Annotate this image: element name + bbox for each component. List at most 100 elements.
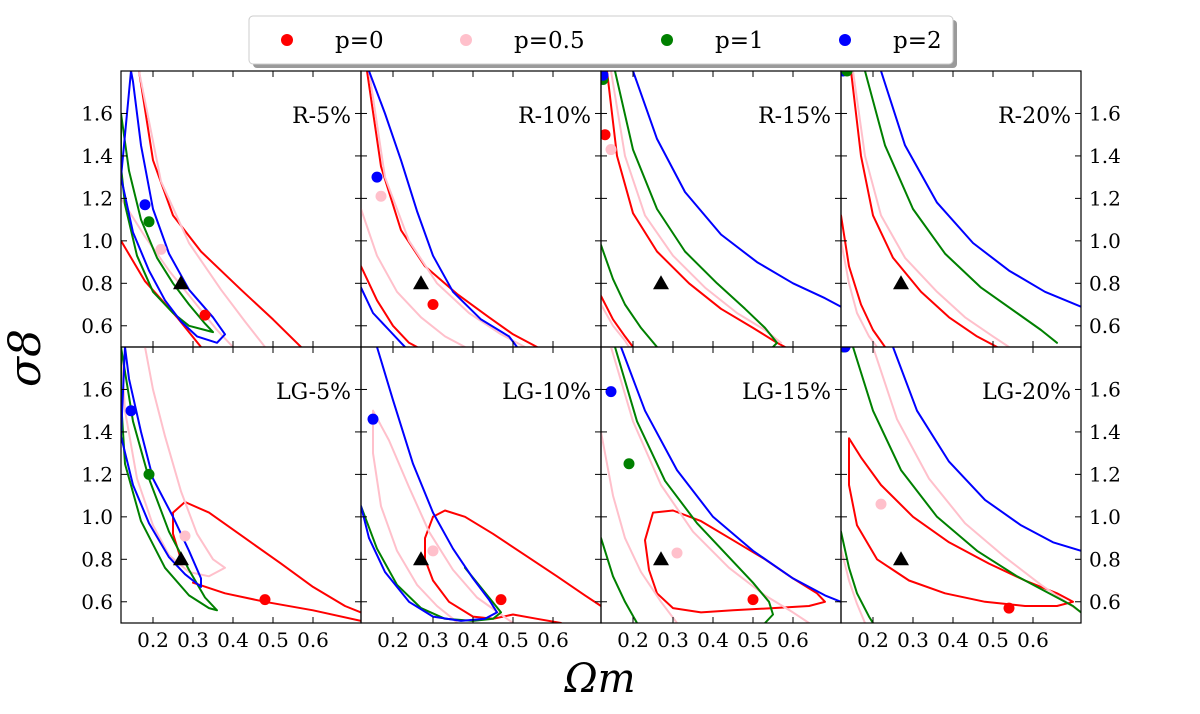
y-tick-label-right: 1.6 <box>1089 377 1121 401</box>
bestfit-point-p1 <box>841 71 853 77</box>
y-tick-label: 1.0 <box>81 229 113 253</box>
y-tick-label: 1.4 <box>81 420 113 444</box>
panel-r-15pct: R-15% <box>600 70 842 348</box>
contour-p05 <box>372 409 458 623</box>
fiducial-marker <box>173 551 189 566</box>
panel-plot-area <box>601 71 841 347</box>
x-tick-label: 0.5 <box>977 628 1009 652</box>
y-tick-label-right: 0.8 <box>1089 547 1121 571</box>
contour-p05 <box>610 347 810 623</box>
contour-p1 <box>864 71 1058 344</box>
contour-p1 <box>121 347 218 612</box>
y-tick-label: 0.8 <box>81 547 113 571</box>
contour-p1 <box>614 71 778 347</box>
y-tick-label-right: 1.2 <box>1089 186 1121 210</box>
bestfit-point-p2 <box>605 386 617 398</box>
y-tick-label: 0.6 <box>81 314 113 338</box>
x-tick-label: 0.4 <box>457 628 489 652</box>
legend-marker-p2 <box>839 34 851 46</box>
contour-p0 <box>424 515 562 623</box>
x-tick-label: 0.6 <box>297 628 329 652</box>
contour-p1 <box>841 530 874 623</box>
contour-p1 <box>601 244 658 347</box>
bestfit-point-p05 <box>605 144 617 156</box>
panel-label: R-10% <box>518 104 591 129</box>
bestfit-point-p0 <box>495 594 507 606</box>
fiducial-marker <box>653 551 669 566</box>
bestfit-point-p0 <box>427 299 439 311</box>
legend-entry-p05: p=0.5 <box>460 28 585 54</box>
contour-p05 <box>361 208 466 347</box>
x-tick-label: 0.3 <box>897 628 929 652</box>
fiducial-marker <box>413 551 429 566</box>
contour-p05 <box>138 71 266 347</box>
x-tick-label: 0.3 <box>417 628 449 652</box>
x-tick-label: 0.2 <box>137 628 169 652</box>
contour-p0 <box>850 71 998 347</box>
x-tick-label: 0.6 <box>777 628 809 652</box>
contour-p2 <box>892 347 1081 552</box>
y-tick-label: 0.8 <box>81 271 113 295</box>
bestfit-point-p05 <box>427 545 439 557</box>
contour-p1 <box>121 112 214 334</box>
panel-lg-5pct: LG-5% 0.2 0.3 0.4 0.5 0.6 0.6 0.8 1.0 1.2 1.4 1.6 <box>81 346 362 652</box>
contour-p05 <box>841 547 866 623</box>
legend-entry-p0: p=0 <box>281 28 384 54</box>
x-tick-label: 0.2 <box>617 628 649 652</box>
y-tick-label-right: 0.8 <box>1089 271 1121 295</box>
legend: p=0 p=0.5 p=1 p=2 <box>248 15 957 68</box>
y-tick-label: 1.2 <box>81 462 113 486</box>
contour-p0 <box>644 509 826 614</box>
legend-frame <box>248 15 954 65</box>
fiducial-marker <box>173 275 189 290</box>
contour-p2 <box>121 71 226 344</box>
x-tick-label: 0.4 <box>217 628 249 652</box>
contour-p2 <box>632 71 841 308</box>
contour-p2 <box>880 71 1081 308</box>
contour-p0 <box>361 265 418 347</box>
bestfit-point-p0 <box>199 309 211 321</box>
bestfit-point-p2 <box>125 405 137 417</box>
contour-p2 <box>620 347 841 603</box>
bestfit-point-p05 <box>155 243 167 255</box>
y-tick-label: 1.4 <box>81 144 113 168</box>
panel-plot-area <box>361 71 538 347</box>
bestfit-point-p2 <box>139 199 151 211</box>
contour-p0 <box>848 437 1074 607</box>
x-tick-label: 0.6 <box>1017 628 1049 652</box>
y-tick-label: 0.6 <box>81 590 113 614</box>
panel-label: LG-5% <box>276 380 351 405</box>
contour-p1 <box>601 537 638 623</box>
bestfit-point-p2 <box>367 413 379 425</box>
y-tick-label-right: 1.6 <box>1089 101 1121 125</box>
bestfit-point-p1 <box>143 216 155 228</box>
y-tick-label-right: 1.0 <box>1089 505 1121 529</box>
panel-lg-15pct: LG-15% 0.2 0.3 0.4 0.5 0.6 <box>600 346 842 652</box>
bestfit-point-p05 <box>375 190 387 202</box>
bestfit-point-p05 <box>875 498 887 510</box>
x-tick-label: 0.2 <box>857 628 889 652</box>
legend-marker-p05 <box>460 34 472 46</box>
x-tick-label: 0.3 <box>177 628 209 652</box>
bestfit-point-p1 <box>623 458 635 470</box>
x-tick-label: 0.5 <box>737 628 769 652</box>
panel-plot-area <box>121 347 361 622</box>
contour-p05 <box>121 347 226 578</box>
y-tick-label: 1.6 <box>81 377 113 401</box>
legend-entry-p2: p=2 <box>839 28 942 54</box>
bestfit-point-p0 <box>601 129 611 141</box>
panel-label: LG-20% <box>982 380 1071 405</box>
contour-p05 <box>852 71 1010 347</box>
contour-p0 <box>606 71 786 347</box>
x-tick-label: 0.4 <box>937 628 969 652</box>
fiducial-marker <box>893 551 909 566</box>
x-tick-label: 0.3 <box>657 628 689 652</box>
contour-p0 <box>601 295 634 347</box>
y-tick-label-right: 1.0 <box>1089 229 1121 253</box>
bestfit-point-p2 <box>841 347 851 353</box>
panel-label: R-20% <box>998 104 1071 129</box>
panel-label: LG-15% <box>742 380 831 405</box>
panel-plot-area <box>601 347 841 623</box>
y-tick-label-right: 0.6 <box>1089 314 1121 338</box>
